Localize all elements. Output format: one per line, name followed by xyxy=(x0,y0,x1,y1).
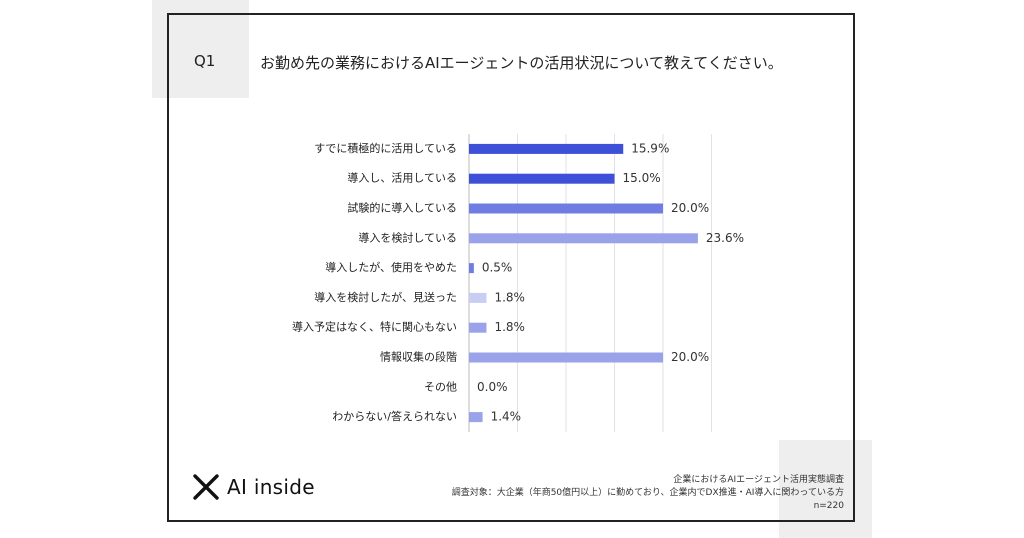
category-label: 導入したが、使用をやめた xyxy=(325,260,457,274)
brand-name: AI inside xyxy=(227,475,315,499)
data-label: 15.9% xyxy=(631,141,669,155)
data-label: 1.4% xyxy=(491,410,521,424)
bar xyxy=(469,322,487,333)
data-label: 20.0% xyxy=(671,350,709,364)
category-label: 導入を検討したが、見送った xyxy=(314,290,457,304)
category-label: わからない/答えられない xyxy=(332,409,457,423)
sample-size: n=220 xyxy=(813,501,844,511)
category-label: 情報収集の段階 xyxy=(380,350,457,364)
bar xyxy=(469,412,483,423)
question-text: お勤め先の業務におけるAIエージェントの活用状況について教えてください。 xyxy=(260,54,783,72)
data-label: 20.0% xyxy=(671,201,709,215)
category-label: すでに積極的に活用している xyxy=(314,141,457,155)
question-number: Q1 xyxy=(194,52,216,70)
survey-title: 企業におけるAIエージェント活用実態調査 xyxy=(673,475,844,485)
data-label: 0.5% xyxy=(482,261,512,275)
category-label: 導入し、活用している xyxy=(347,171,457,185)
data-label: 15.0% xyxy=(623,171,661,185)
category-label: その他 xyxy=(424,380,457,393)
bar xyxy=(469,203,663,214)
category-label: 試験的に導入している xyxy=(347,201,457,215)
data-label: 23.6% xyxy=(706,231,744,245)
survey-footer: 企業におけるAIエージェント活用実態調査 調査対象：大企業（年商50億円以上）に… xyxy=(452,474,844,513)
survey-target: 調査対象：大企業（年商50億円以上）に勤めており、企業内でDX推進・AI導入に関… xyxy=(451,488,844,498)
x-mark-icon xyxy=(193,474,219,500)
bar xyxy=(469,292,487,303)
category-label: 導入予定はなく、特に関心もない xyxy=(292,320,457,334)
data-label: 0.0% xyxy=(477,380,508,394)
category-label: 導入を検討している xyxy=(358,230,457,244)
data-label: 1.8% xyxy=(494,320,524,334)
data-label: 1.8% xyxy=(494,290,524,304)
brand-logo: AI inside xyxy=(193,474,315,500)
bar xyxy=(469,263,474,274)
bar xyxy=(469,143,624,154)
chart-card xyxy=(167,13,855,522)
bar xyxy=(469,173,615,184)
bar xyxy=(469,233,698,244)
bar xyxy=(469,352,663,363)
